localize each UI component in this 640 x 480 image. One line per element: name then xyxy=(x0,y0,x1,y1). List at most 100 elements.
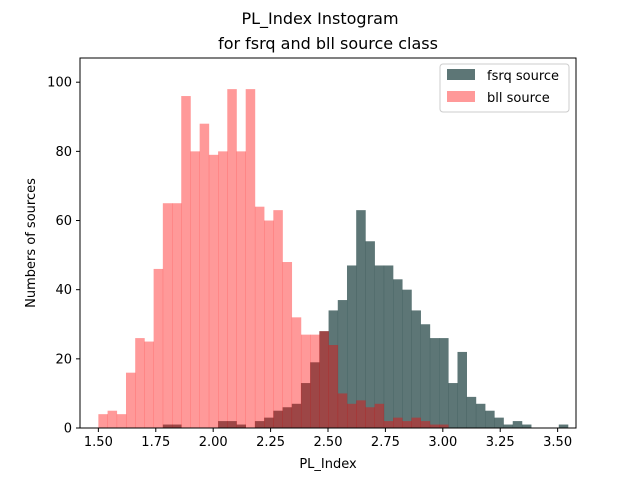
bar-bll xyxy=(135,338,145,428)
bar-fsrq xyxy=(393,279,403,428)
bar-bll xyxy=(153,268,164,428)
bar-fsrq xyxy=(162,424,173,428)
bar-fsrq xyxy=(503,424,514,428)
bar-bll xyxy=(429,424,440,428)
bar-fsrq xyxy=(420,324,431,428)
x-tick-label: 3.25 xyxy=(486,435,515,450)
bar-fsrq xyxy=(291,403,302,428)
bar-bll xyxy=(310,334,320,428)
bar-fsrq xyxy=(236,424,246,428)
bar-fsrq xyxy=(300,383,311,428)
x-tick-label: 3.50 xyxy=(543,435,572,450)
bar-fsrq xyxy=(383,265,394,428)
bar-fsrq xyxy=(411,310,421,428)
bar-fsrq xyxy=(512,421,523,428)
bar-fsrq xyxy=(337,300,348,428)
bar-bll xyxy=(319,331,329,428)
y-tick-label: 60 xyxy=(55,214,72,229)
bar-bll xyxy=(439,424,449,428)
legend-label-fsrq: fsrq source xyxy=(487,69,559,84)
legend-swatch-fsrq xyxy=(447,69,475,80)
series-bll-bars xyxy=(98,89,449,429)
bar-bll xyxy=(190,151,200,429)
bar-bll xyxy=(264,220,274,428)
bar-fsrq xyxy=(475,403,486,428)
bar-fsrq xyxy=(402,289,412,428)
bar-bll xyxy=(162,203,173,428)
bar-bll xyxy=(199,123,210,428)
x-axis-label: PL_Index xyxy=(299,457,357,472)
bar-bll xyxy=(411,417,421,428)
bar-fsrq xyxy=(310,362,320,428)
bar-bll xyxy=(116,414,127,428)
bar-fsrq xyxy=(328,310,339,428)
bar-bll xyxy=(254,206,265,428)
bar-fsrq xyxy=(218,421,228,428)
bar-bll xyxy=(208,154,219,428)
x-tick-label: 2.00 xyxy=(199,435,228,450)
bar-bll xyxy=(236,151,246,429)
bar-fsrq xyxy=(457,351,467,428)
bar-fsrq xyxy=(365,241,375,428)
legend: fsrq source bll source xyxy=(439,63,570,113)
bar-fsrq xyxy=(227,421,237,428)
x-tick-label: 1.75 xyxy=(141,435,170,450)
y-tick-label: 0 xyxy=(64,422,72,437)
bar-fsrq xyxy=(172,424,182,428)
bar-bll xyxy=(291,317,302,428)
x-tick-label: 2.75 xyxy=(371,435,400,450)
bar-bll xyxy=(218,151,228,429)
bar-fsrq xyxy=(485,410,495,428)
bar-bll xyxy=(125,372,136,428)
bar-bll xyxy=(273,210,283,428)
bar-bll xyxy=(144,341,154,428)
bar-fsrq xyxy=(439,338,449,428)
bar-fsrq xyxy=(273,410,283,428)
bar-bll xyxy=(282,262,293,428)
y-tick-label: 20 xyxy=(55,352,72,367)
bar-bll xyxy=(337,393,348,428)
bar-bll xyxy=(300,334,311,428)
x-tick-label: 2.25 xyxy=(256,435,285,450)
bar-bll xyxy=(172,203,182,428)
bar-fsrq xyxy=(264,417,274,428)
bar-bll xyxy=(227,89,237,429)
bar-fsrq xyxy=(356,210,366,428)
x-axis-ticks: 1.50 1.75 2.00 2.25 2.50 2.75 3.00 3.25 3.50 xyxy=(84,428,572,450)
bar-fsrq xyxy=(374,265,385,428)
bar-bll xyxy=(402,421,412,428)
y-axis-label: Numbers of sources xyxy=(24,178,39,308)
bar-fsrq xyxy=(448,383,458,428)
bar-bll xyxy=(346,403,357,428)
x-tick-label: 1.50 xyxy=(84,435,113,450)
y-axis-ticks: 0 20 40 60 80 100 xyxy=(47,76,80,437)
y-tick-label: 40 xyxy=(55,283,72,298)
y-tick-label: 100 xyxy=(47,76,72,91)
bar-fsrq xyxy=(494,417,504,428)
bar-bll xyxy=(365,407,375,428)
bar-fsrq xyxy=(319,331,329,428)
bar-bll xyxy=(107,410,118,428)
bar-bll xyxy=(393,417,403,428)
chart-title-line2: for fsrq and bll source class xyxy=(218,34,438,53)
bar-bll xyxy=(383,421,394,428)
bar-fsrq xyxy=(558,424,569,428)
bar-bll xyxy=(356,400,366,428)
bar-bll xyxy=(98,414,108,428)
chart-title-line1: PL_Index Instogram xyxy=(241,9,398,29)
bar-bll xyxy=(181,96,191,428)
bar-fsrq xyxy=(254,421,265,428)
bar-bll xyxy=(245,89,256,429)
bar-fsrq xyxy=(521,424,532,428)
bar-fsrq xyxy=(346,265,357,428)
bar-fsrq xyxy=(429,338,440,428)
legend-swatch-bll xyxy=(447,91,475,102)
x-tick-label: 3.00 xyxy=(428,435,457,450)
bar-bll xyxy=(328,345,339,428)
x-tick-label: 2.50 xyxy=(314,435,343,450)
bar-fsrq xyxy=(282,407,293,428)
bar-fsrq xyxy=(466,396,477,428)
y-tick-label: 80 xyxy=(55,145,72,160)
series-fsrq-bars xyxy=(162,210,569,428)
